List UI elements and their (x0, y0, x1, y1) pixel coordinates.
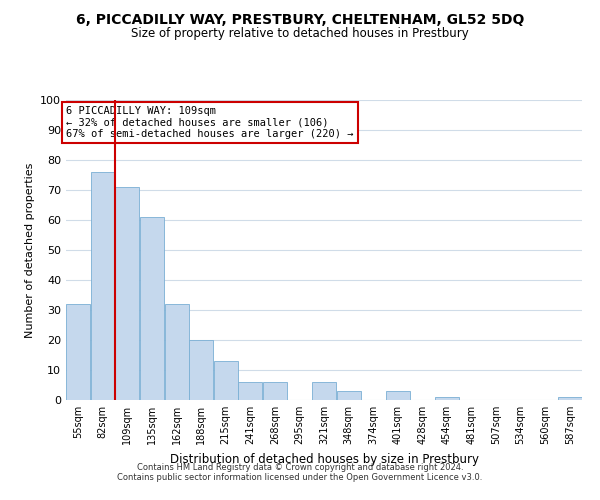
Bar (337, 391, 361, 400)
Text: 6, PICCADILLY WAY, PRESTBURY, CHELTENHAM, GL52 5DQ: 6, PICCADILLY WAY, PRESTBURY, CHELTENHAM… (76, 12, 524, 26)
Y-axis label: Number of detached properties: Number of detached properties (25, 162, 35, 338)
Bar (238, 382, 262, 400)
Text: 6 PICCADILLY WAY: 109sqm
← 32% of detached houses are smaller (106)
67% of semi-: 6 PICCADILLY WAY: 109sqm ← 32% of detach… (66, 106, 353, 139)
X-axis label: Distribution of detached houses by size in Prestbury: Distribution of detached houses by size … (170, 452, 479, 466)
Bar (140, 217, 164, 400)
Text: Contains HM Land Registry data © Crown copyright and database right 2024.
Contai: Contains HM Land Registry data © Crown c… (118, 463, 482, 482)
Bar (263, 382, 287, 400)
Bar (435, 397, 459, 400)
Bar (66, 304, 91, 400)
Bar (214, 361, 238, 400)
Bar (557, 397, 582, 400)
Bar (115, 187, 139, 400)
Bar (189, 340, 213, 400)
Bar (312, 382, 336, 400)
Bar (164, 304, 188, 400)
Text: Size of property relative to detached houses in Prestbury: Size of property relative to detached ho… (131, 28, 469, 40)
Bar (386, 391, 410, 400)
Bar (91, 172, 115, 400)
